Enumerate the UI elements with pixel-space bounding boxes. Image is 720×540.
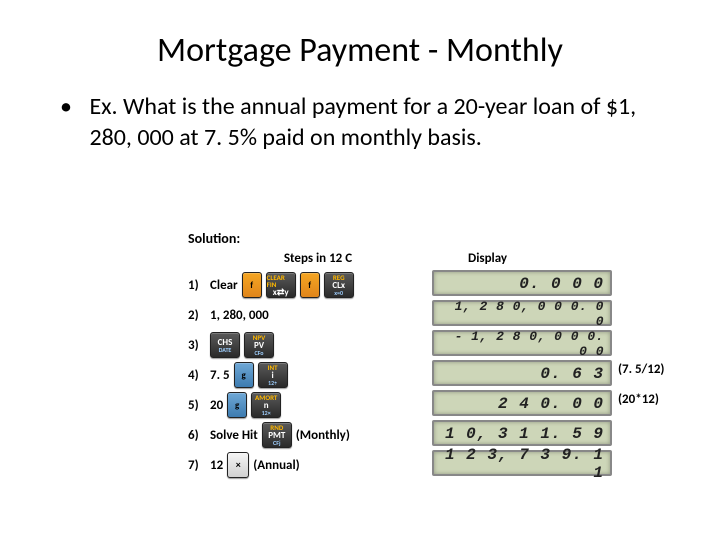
slide-title: Mortgage Payment - Monthly [0,0,720,71]
step-number: 2) [188,308,206,323]
step-label: Solve Hit [210,428,258,443]
solution-block: Solution: Steps in 12 C Display 1)Clearf… [188,230,668,480]
step-number: 6) [188,428,206,443]
calculator-key: REGCLxx=0 [324,272,354,298]
step-label: 20 [210,398,223,413]
annotation-periods: (20*12) [618,392,659,407]
bullet-dot: • [60,91,84,122]
calculator-key: × [227,452,249,478]
column-headers: Steps in 12 C Display [188,251,668,266]
step-label: Clear [210,278,238,293]
calculator-key: INTi12÷ [258,362,288,388]
calculator-key: g [227,392,247,418]
step-label: 1, 280, 000 [210,308,269,323]
calculator-key: NPVPVCFo [244,332,274,358]
step-after-label: (Annual) [253,458,300,473]
lcd-display: 0. 0 0 0 [432,270,612,296]
calculator-key: f [300,272,320,298]
annotation-rate: (7. 5/12) [618,362,664,377]
step-label: 12 [210,458,223,473]
solution-label: Solution: [188,230,668,247]
calculator-key: CHSDATE [210,332,240,358]
step-number: 1) [188,278,206,293]
step-number: 7) [188,458,206,473]
col-steps-header: Steps in 12 C [188,251,448,266]
calculator-key: RNDPMTCFj [262,422,292,448]
col-display-header: Display [448,251,648,266]
calculator-key: AMORTn12× [251,392,281,418]
bullet-text: Ex. What is the annual payment for a 20-… [89,91,669,153]
step-number: 3) [188,338,206,353]
calculator-key: g [234,362,254,388]
lcd-display: 2 4 0. 0 0 [432,390,612,416]
lcd-display: 1 2 3, 7 3 9. 1 1 [432,450,612,476]
step-after-label: (Monthly) [296,428,350,443]
lcd-display: - 1, 2 8 0, 0 0 0. 0 0 [432,330,612,356]
calculator-key: f [242,272,262,298]
step-number: 5) [188,398,206,413]
bullet-body: • Ex. What is the annual payment for a 2… [0,71,720,153]
lcd-display: 1 0, 3 1 1. 5 9 [432,420,612,446]
lcd-display: 0. 6 3 [432,360,612,386]
calculator-key: CLEAR FINx⇄y [266,272,296,298]
step-label: 7. 5 [210,368,230,383]
lcd-display: 1, 2 8 0, 0 0 0. 0 0 [432,300,612,326]
display-column: 0. 0 0 0 1, 2 8 0, 0 0 0. 0 0 - 1, 2 8 0… [432,270,612,480]
step-number: 4) [188,368,206,383]
